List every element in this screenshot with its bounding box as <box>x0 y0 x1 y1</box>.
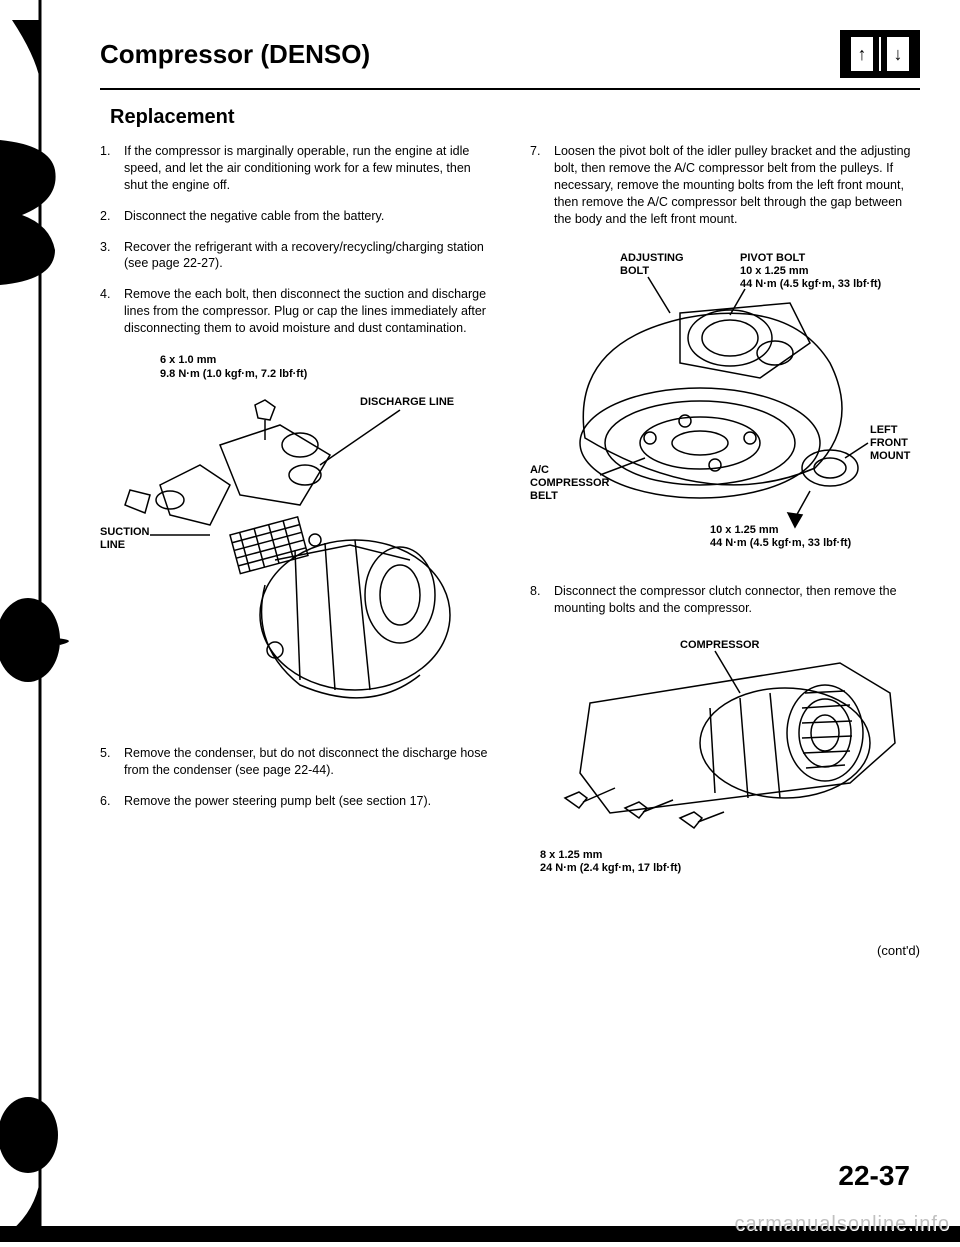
svg-text:44 N·m (4.5 kgf·m, 33 lbf·ft): 44 N·m (4.5 kgf·m, 33 lbf·ft) <box>740 278 882 290</box>
arrow-up-icon: ↑ <box>851 37 873 71</box>
right-column: 7.Loosen the pivot bolt of the idler pul… <box>530 143 920 958</box>
steps-list-right-top: 7.Loosen the pivot bolt of the idler pul… <box>530 143 920 227</box>
svg-text:A/C: A/C <box>530 464 549 476</box>
svg-text:COMPRESSOR: COMPRESSOR <box>530 477 610 489</box>
step-item: 2.Disconnect the negative cable from the… <box>100 208 490 225</box>
svg-text:10 x 1.25 mm: 10 x 1.25 mm <box>740 265 809 277</box>
step-item: 1.If the compressor is marginally operab… <box>100 143 490 194</box>
svg-text:FRONT: FRONT <box>870 437 908 449</box>
steps-list-left-top: 1.If the compressor is marginally operab… <box>100 143 490 337</box>
svg-text:ADJUSTING: ADJUSTING <box>620 252 684 264</box>
contd-label: (cont'd) <box>530 943 920 958</box>
svg-text:8 x 1.25 mm: 8 x 1.25 mm <box>540 849 603 861</box>
step-item: 4.Remove the each bolt, then disconnect … <box>100 286 490 337</box>
steps-list-left-bottom: 5.Remove the condenser, but do not disco… <box>100 745 490 810</box>
step-item: 5.Remove the condenser, but do not disco… <box>100 745 490 779</box>
svg-text:BOLT: BOLT <box>620 265 649 277</box>
svg-text:LINE: LINE <box>100 539 125 551</box>
page-title: Compressor (DENSO) <box>100 39 370 70</box>
step-item: 3.Recover the refrigerant with a recover… <box>100 239 490 273</box>
svg-text:PIVOT BOLT: PIVOT BOLT <box>740 252 805 264</box>
svg-text:BELT: BELT <box>530 490 558 502</box>
svg-text:COMPRESSOR: COMPRESSOR <box>680 639 760 651</box>
svg-text:SUCTION: SUCTION <box>100 526 150 538</box>
left-column: 1.If the compressor is marginally operab… <box>100 143 490 958</box>
arrow-down-icon: ↓ <box>887 37 909 71</box>
step-item: 7.Loosen the pivot bolt of the idler pul… <box>530 143 920 227</box>
fig1-torque-2: 9.8 N·m (1.0 kgf·m, 7.2 lbf·ft) <box>160 368 307 380</box>
fig1-torque-1: 6 x 1.0 mm <box>160 354 216 366</box>
svg-text:MOUNT: MOUNT <box>870 450 911 462</box>
page-header: Compressor (DENSO) ↑ ↓ <box>100 30 920 88</box>
figure-compressor-mount: COMPRESSOR <box>530 633 920 883</box>
step-item: 8.Disconnect the compressor clutch conne… <box>530 583 920 617</box>
step-item: 6.Remove the power steering pump belt (s… <box>100 793 490 810</box>
watermark: carmanualsonline.info <box>734 1213 950 1236</box>
page-number: 22-37 <box>838 1160 910 1192</box>
svg-text:10 x 1.25 mm: 10 x 1.25 mm <box>710 524 779 536</box>
svg-text:24 N·m (2.4 kgf·m, 17 lbf·ft): 24 N·m (2.4 kgf·m, 17 lbf·ft) <box>540 862 682 874</box>
svg-text:44 N·m (4.5 kgf·m, 33 lbf·ft): 44 N·m (4.5 kgf·m, 33 lbf·ft) <box>710 537 852 549</box>
svg-text:DISCHARGE LINE: DISCHARGE LINE <box>360 396 454 408</box>
header-icon: ↑ ↓ <box>840 30 920 78</box>
svg-text:LEFT: LEFT <box>870 424 898 436</box>
figure-compressor-lines: 6 x 1.0 mm 9.8 N·m (1.0 kgf·m, 7.2 lbf·f… <box>100 353 490 726</box>
figure-belt-routing: ADJUSTING BOLT PIVOT BOLT 10 x 1.25 mm 4… <box>530 243 920 563</box>
header-rule <box>100 88 920 90</box>
steps-list-right-mid: 8.Disconnect the compressor clutch conne… <box>530 583 920 617</box>
section-subtitle: Replacement <box>110 106 920 129</box>
